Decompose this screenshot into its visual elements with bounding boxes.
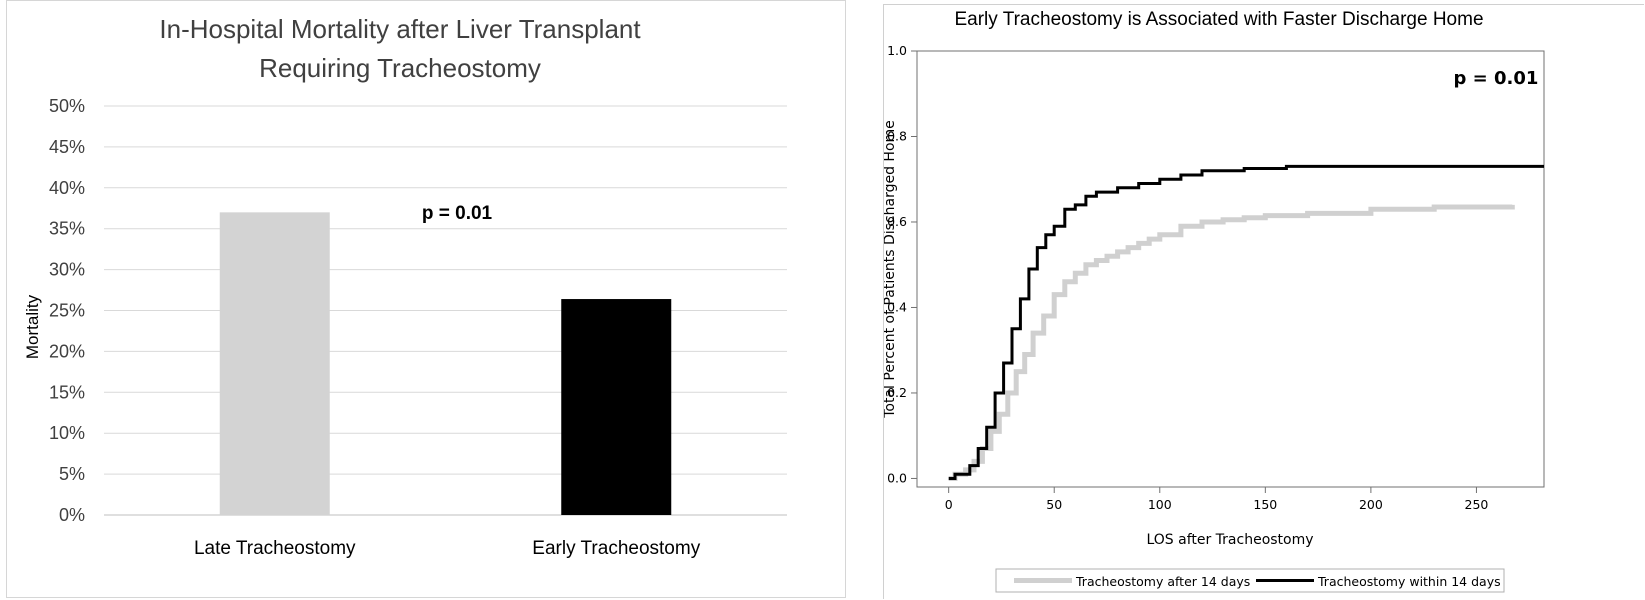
x-axis-label: LOS after Tracheostomy [1146, 532, 1313, 548]
discharge-curve-chart: Early Tracheostomy is Associated with Fa… [884, 9, 1545, 593]
discharge-curve-panel: Early Tracheostomy is Associated with Fa… [883, 4, 1644, 599]
chart-subtitle: Requiring Tracheostomy [259, 53, 541, 83]
legend-label-early: Tracheostomy within 14 days [1317, 574, 1501, 589]
x-tick-label: 200 [1359, 497, 1383, 512]
y-tick-label: 1.0 [887, 43, 907, 58]
y-tick-label: 25% [49, 301, 85, 321]
y-tick-label: 30% [49, 260, 85, 280]
y-axis-label: Total Percent of Patients Discharged Hom… [884, 120, 898, 419]
x-tick-label: 100 [1148, 497, 1172, 512]
y-tick-label: 0.4 [887, 299, 907, 314]
y-tick-label: 0.0 [887, 470, 907, 485]
legend: Tracheostomy after 14 days Tracheostomy … [995, 568, 1505, 593]
chart-title: Early Tracheostomy is Associated with Fa… [954, 9, 1483, 30]
x-category-label: Early Tracheostomy [532, 538, 700, 559]
x-tick-label: 50 [1046, 497, 1062, 512]
x-tick-label: 250 [1465, 497, 1489, 512]
legend-label-late: Tracheostomy after 14 days [1075, 574, 1250, 589]
series-late-tracheostomy [948, 204, 1515, 481]
p-value-annotation: p = 0.01 [1454, 68, 1539, 89]
mortality-bar-chart-panel: In-Hospital Mortality after Liver Transp… [6, 0, 846, 598]
x-tick-label: 0 [945, 497, 953, 512]
y-tick-label: 5% [59, 464, 85, 484]
bar-late-tracheostomy [219, 212, 330, 515]
y-tick-label: 35% [49, 219, 85, 239]
y-axis-label: Mortality [23, 294, 42, 359]
y-tick-label: 0.8 [887, 128, 907, 143]
y-tick-label: 40% [49, 178, 85, 198]
x-category-label: Late Tracheostomy [194, 538, 356, 559]
p-value-annotation: p = 0.01 [422, 203, 493, 224]
series-early-tracheostomy [948, 164, 1544, 480]
y-tick-label: 45% [49, 137, 85, 157]
mortality-bar-chart: In-Hospital Mortality after Liver Transp… [23, 14, 787, 559]
y-tick-label: 15% [49, 382, 85, 402]
y-tick-label: 0.2 [887, 385, 907, 400]
legend-frame [995, 568, 1505, 593]
bar-early-tracheostomy [561, 299, 672, 515]
y-tick-label: 50% [49, 96, 85, 116]
x-tick-label: 150 [1253, 497, 1277, 512]
chart-title: In-Hospital Mortality after Liver Transp… [159, 14, 641, 44]
y-tick-label: 0.6 [887, 214, 907, 229]
y-tick-label: 0% [59, 505, 85, 525]
y-tick-label: 20% [49, 341, 85, 361]
plot-frame [916, 50, 1545, 488]
y-tick-label: 10% [49, 423, 85, 443]
